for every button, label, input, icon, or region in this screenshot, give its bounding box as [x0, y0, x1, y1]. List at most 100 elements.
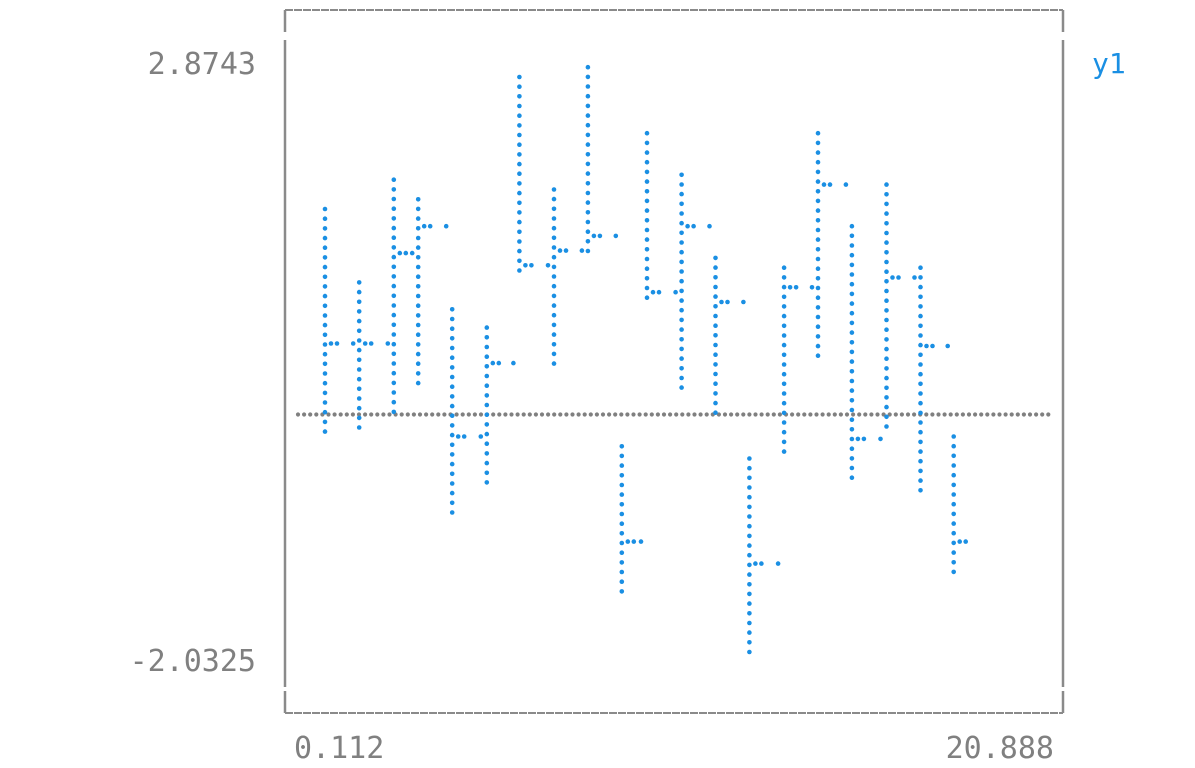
range-dot [585, 93, 591, 99]
range-dot [884, 259, 889, 265]
step-dot [385, 341, 391, 346]
zero-line-dot [814, 412, 819, 417]
range-dot [951, 472, 956, 478]
zero-line-dot [887, 412, 892, 417]
range-dot [815, 324, 821, 330]
range-dot [918, 294, 923, 300]
zero-line-dot [369, 412, 374, 417]
zero-line-dot [582, 412, 587, 417]
range-dot [951, 492, 956, 497]
range-dot [551, 342, 557, 347]
range-dot [517, 181, 522, 186]
range-dot [713, 284, 718, 290]
range-dot [644, 169, 650, 175]
range-dot [517, 161, 522, 167]
range-dot [356, 289, 362, 295]
range-dot [585, 103, 591, 109]
range-dot [918, 429, 923, 435]
range-dot [356, 396, 362, 401]
zero-line-dot [661, 412, 667, 417]
range-dot [449, 452, 455, 457]
range-dot [585, 142, 591, 147]
range-dot [391, 254, 397, 260]
range-dot [679, 269, 684, 274]
zero-line-dot [960, 412, 966, 417]
range-dot [781, 381, 787, 387]
range-dot [884, 404, 889, 410]
zero-line-dot [1003, 412, 1008, 417]
zero-line-dot [1021, 412, 1026, 417]
range-dot [585, 152, 591, 157]
range-dot [391, 274, 397, 279]
range-dot [713, 342, 718, 348]
mid-dot [753, 561, 758, 566]
range-dot [849, 378, 855, 384]
zero-line-dot [851, 412, 856, 417]
series-point-15 [775, 265, 799, 566]
range-dot [551, 225, 557, 231]
zero-line-dot [442, 412, 447, 417]
range-dot [951, 540, 956, 546]
series-point-7 [511, 74, 534, 366]
range-dot [781, 439, 787, 445]
mid-dot [455, 434, 461, 439]
range-dot [415, 371, 421, 376]
mid-dot [890, 275, 895, 280]
range-dot [679, 278, 684, 284]
range-dot [391, 264, 397, 270]
range-dot [449, 316, 455, 322]
range-dot [391, 370, 397, 376]
range-dot [449, 461, 455, 467]
zero-line-dot [564, 412, 569, 417]
range-dot [918, 458, 923, 464]
zero-line-dot [838, 412, 844, 417]
zero-line-dot [302, 412, 307, 417]
range-dot [484, 393, 490, 398]
range-dot [849, 349, 855, 355]
zero-line-dot [625, 412, 630, 417]
range-dot [884, 192, 889, 197]
range-dot [679, 230, 684, 236]
zero-line-dot [698, 412, 703, 417]
series-point-14 [741, 299, 764, 655]
zero-line-dot [954, 412, 959, 417]
range-dot [391, 235, 397, 240]
range-dot [747, 465, 752, 471]
range-dot [849, 252, 855, 258]
range-dot [619, 511, 625, 517]
range-dot [884, 337, 889, 342]
zero-line-dot [722, 412, 728, 417]
series-point-13 [707, 223, 730, 416]
series-point-20 [945, 343, 968, 575]
zero-line-dot [478, 412, 484, 417]
range-dot [747, 514, 752, 519]
step-dot [545, 263, 551, 268]
range-dot [619, 569, 625, 575]
range-dot [391, 409, 397, 415]
range-dot [415, 274, 421, 280]
range-dot [644, 266, 650, 272]
range-dot [356, 405, 362, 411]
zero-line-dot [936, 412, 941, 417]
range-dot [517, 84, 522, 89]
range-dot [322, 264, 328, 270]
zero-line-dot [1015, 412, 1020, 417]
range-dot [815, 140, 821, 146]
range-dot [356, 347, 362, 353]
zero-line-dot [796, 412, 801, 417]
range-dot [918, 313, 923, 319]
zero-line-dot [991, 412, 996, 417]
range-dot [849, 272, 855, 277]
range-dot [747, 494, 752, 500]
zero-line-dot [356, 412, 362, 417]
zero-line-dot [607, 412, 612, 417]
zero-line-dot [826, 412, 831, 417]
zero-line-dot [619, 412, 624, 417]
zero-line-dot [344, 412, 349, 417]
range-dot [484, 431, 490, 437]
range-dot [585, 171, 591, 176]
step-dot [843, 182, 849, 187]
range-dot [551, 196, 557, 202]
range-dot [449, 432, 455, 438]
range-dot [918, 265, 923, 271]
